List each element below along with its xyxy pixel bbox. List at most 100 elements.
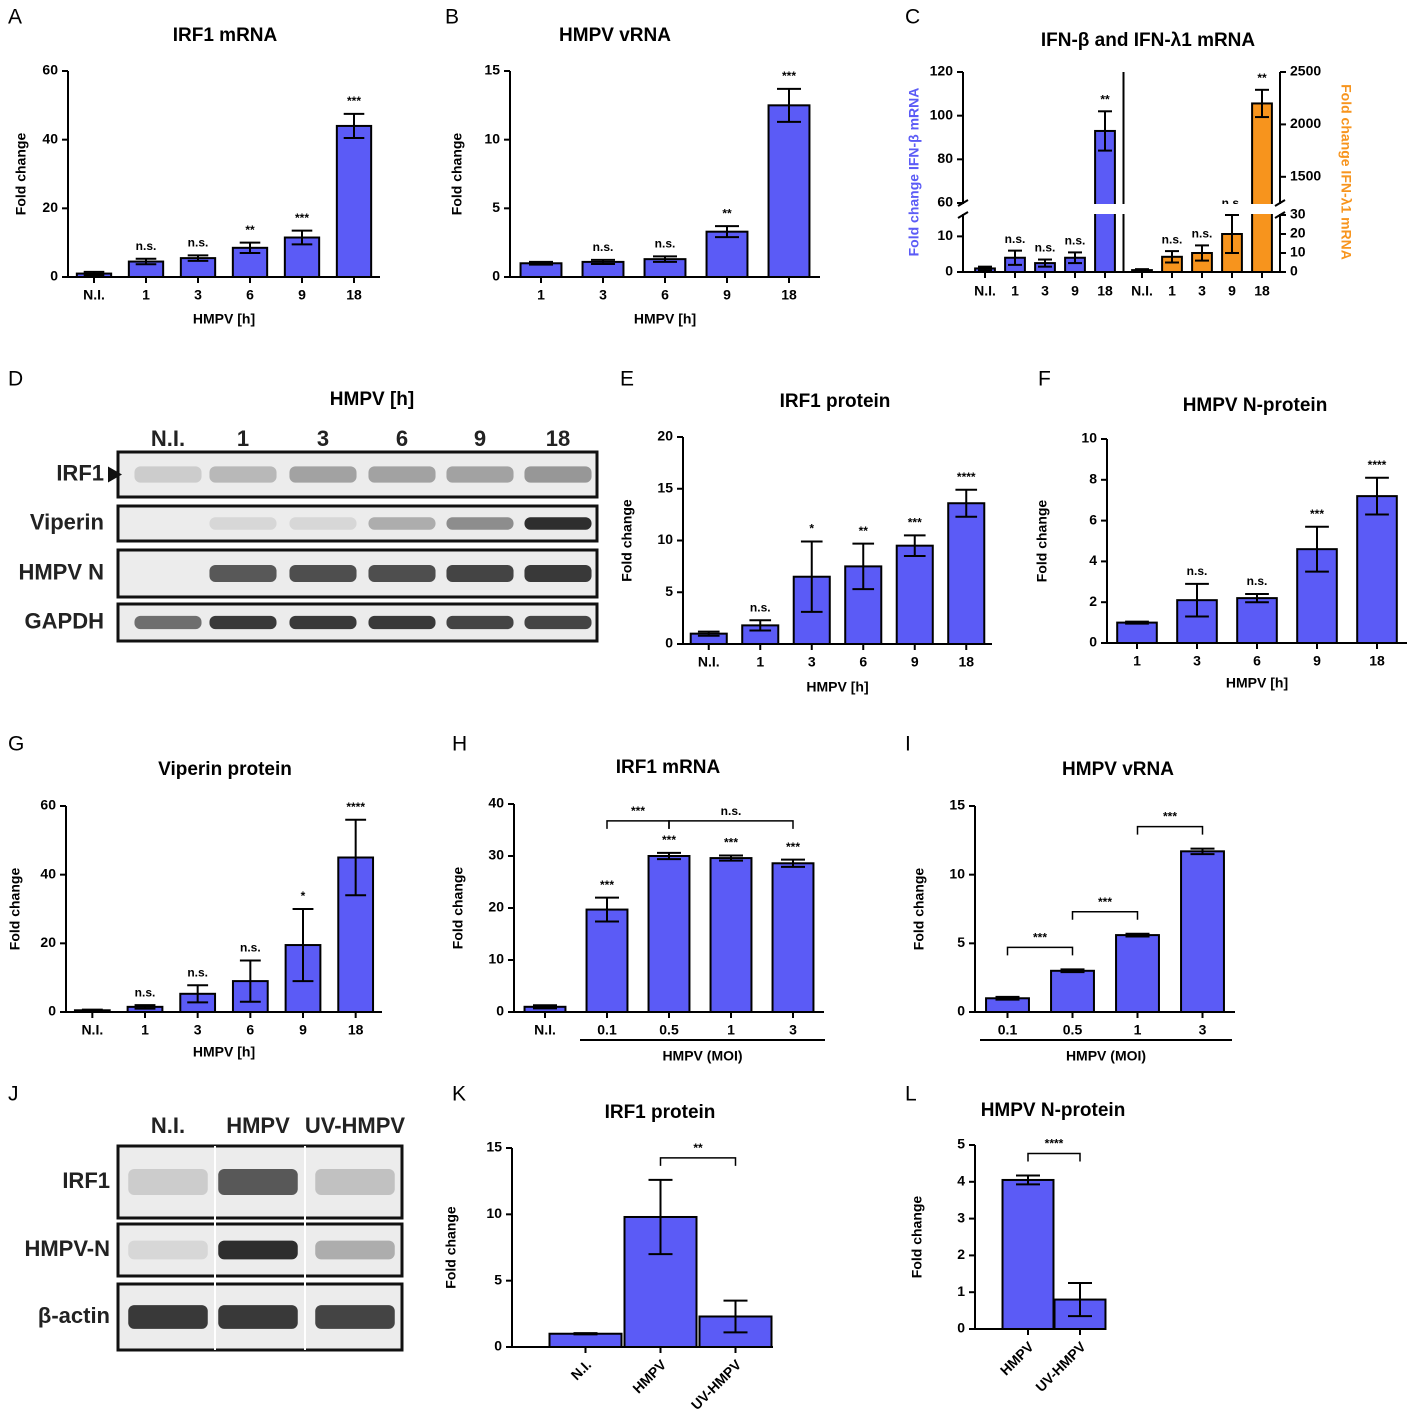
y-axis-label: Fold change bbox=[619, 499, 635, 582]
blot-band bbox=[209, 615, 277, 630]
x-tick-label: 1 bbox=[727, 1022, 735, 1038]
x-axis-label: HMPV [h] bbox=[634, 311, 696, 327]
x-tick-label: 18 bbox=[346, 287, 362, 303]
bracket-label: **** bbox=[1045, 1137, 1064, 1151]
x-axis-label: HMPV (MOI) bbox=[662, 1048, 742, 1064]
bracket-label: *** bbox=[1033, 931, 1047, 945]
x-tick-label: 3 bbox=[1199, 1022, 1207, 1038]
chart-title: Viperin protein bbox=[158, 759, 292, 780]
significance-label: ** bbox=[245, 223, 255, 237]
y-tick-label: 2 bbox=[957, 1246, 965, 1262]
x-tick-label: 0.5 bbox=[659, 1022, 679, 1038]
blot-band bbox=[128, 1169, 208, 1195]
significance-label: n.s. bbox=[1065, 234, 1086, 248]
blot-band bbox=[209, 466, 277, 483]
significance-bracket bbox=[606, 820, 670, 829]
chart-title: IRF1 protein bbox=[605, 1102, 716, 1123]
y-axis-label: Fold change bbox=[450, 867, 466, 950]
y-tick-label: 5 bbox=[494, 1271, 502, 1287]
y-tick-label: 60 bbox=[40, 797, 56, 813]
x-tick-label: 18 bbox=[1097, 283, 1113, 299]
significance-label: n.s. bbox=[1162, 232, 1183, 246]
significance-label: n.s. bbox=[593, 240, 614, 254]
x-tick-label: 1 bbox=[537, 287, 545, 303]
x-tick-label: 0.1 bbox=[597, 1022, 617, 1038]
blot-band bbox=[289, 517, 357, 530]
y-tick-label: 20 bbox=[488, 899, 504, 915]
blot-band bbox=[128, 1305, 208, 1329]
bar bbox=[647, 855, 691, 1013]
blot-band bbox=[368, 615, 436, 630]
significance-label: *** bbox=[786, 840, 800, 854]
x-tick-label: 0.5 bbox=[1063, 1022, 1083, 1038]
x-tick-label: 3 bbox=[194, 287, 202, 303]
x-tick-label: 9 bbox=[911, 654, 919, 670]
blot-title: HMPV [h] bbox=[330, 389, 414, 410]
significance-label: * bbox=[809, 522, 814, 536]
bracket-label: *** bbox=[1098, 895, 1112, 909]
blot-band bbox=[524, 615, 592, 630]
blot-band bbox=[134, 466, 202, 483]
x-tick-label: N.I. bbox=[974, 283, 996, 299]
significance-label: *** bbox=[782, 69, 796, 83]
bar bbox=[548, 1332, 623, 1348]
x-tick-label: 6 bbox=[661, 287, 669, 303]
bar bbox=[1050, 969, 1095, 1013]
significance-label: **** bbox=[1368, 458, 1387, 472]
significance-label: *** bbox=[1310, 507, 1324, 521]
x-tick-label: 0.1 bbox=[998, 1022, 1018, 1038]
significance-label: **** bbox=[957, 470, 976, 484]
y-tick-label: 120 bbox=[930, 63, 954, 79]
x-tick-label: N.I. bbox=[698, 654, 720, 670]
y-tick-label: 15 bbox=[657, 479, 673, 495]
significance-label: ** bbox=[1100, 92, 1110, 106]
y-tick-label: 2 bbox=[1089, 593, 1097, 609]
blot-band bbox=[446, 466, 514, 483]
y-axis-label: Fold change IFN-β mRNA bbox=[906, 88, 922, 257]
x-axis-label: HMPV [h] bbox=[193, 1044, 255, 1060]
bar bbox=[335, 124, 373, 278]
y-tick-label: 15 bbox=[486, 1139, 502, 1155]
significance-bracket bbox=[1136, 825, 1204, 835]
x-tick-label: HMPV bbox=[629, 1356, 669, 1396]
x-tick-label: N.I. bbox=[81, 1022, 103, 1038]
y2-tick-label: 2500 bbox=[1290, 63, 1321, 79]
x-tick-label: 1 bbox=[1133, 653, 1141, 669]
blot-band bbox=[368, 517, 436, 530]
x-tick-label: 3 bbox=[1198, 283, 1206, 299]
row-label: IRF1 bbox=[56, 460, 104, 485]
bracket-label: *** bbox=[631, 804, 645, 818]
panel-letter: F bbox=[1038, 368, 1051, 391]
y2-tick-label: 1500 bbox=[1290, 168, 1321, 184]
significance-label: **** bbox=[346, 800, 365, 814]
blot-band bbox=[368, 565, 436, 582]
blot-band bbox=[315, 1169, 395, 1195]
y-tick-label: 0 bbox=[665, 635, 673, 651]
y-tick-label: 10 bbox=[949, 865, 965, 881]
lane-label: UV-HMPV bbox=[305, 1113, 406, 1138]
y-tick-label: 0 bbox=[945, 263, 953, 279]
significance-label: ** bbox=[722, 206, 732, 220]
blot-band bbox=[446, 565, 514, 582]
significance-label: ** bbox=[1257, 71, 1267, 85]
x-tick-label: HMPV bbox=[997, 1338, 1037, 1378]
significance-label: *** bbox=[295, 211, 309, 225]
x-tick-label: 3 bbox=[808, 654, 816, 670]
blot-band bbox=[315, 1305, 395, 1329]
x-tick-label: 1 bbox=[142, 287, 150, 303]
blot-strip bbox=[116, 548, 599, 599]
x-tick-label: N.I. bbox=[83, 287, 105, 303]
bar bbox=[585, 908, 629, 1013]
panel-letter: K bbox=[452, 1083, 466, 1106]
x-tick-label: 1 bbox=[141, 1022, 149, 1038]
break-mark bbox=[1274, 199, 1286, 207]
y-tick-label: 20 bbox=[40, 934, 56, 950]
lane-label: HMPV bbox=[226, 1113, 290, 1138]
blot-band bbox=[524, 466, 592, 483]
break-mark bbox=[957, 211, 969, 219]
bar bbox=[1094, 129, 1116, 273]
y-tick-label: 10 bbox=[486, 1205, 502, 1221]
significance-bracket bbox=[659, 1157, 737, 1166]
y-tick-label: 4 bbox=[1089, 552, 1097, 568]
panel-letter: G bbox=[8, 733, 24, 756]
